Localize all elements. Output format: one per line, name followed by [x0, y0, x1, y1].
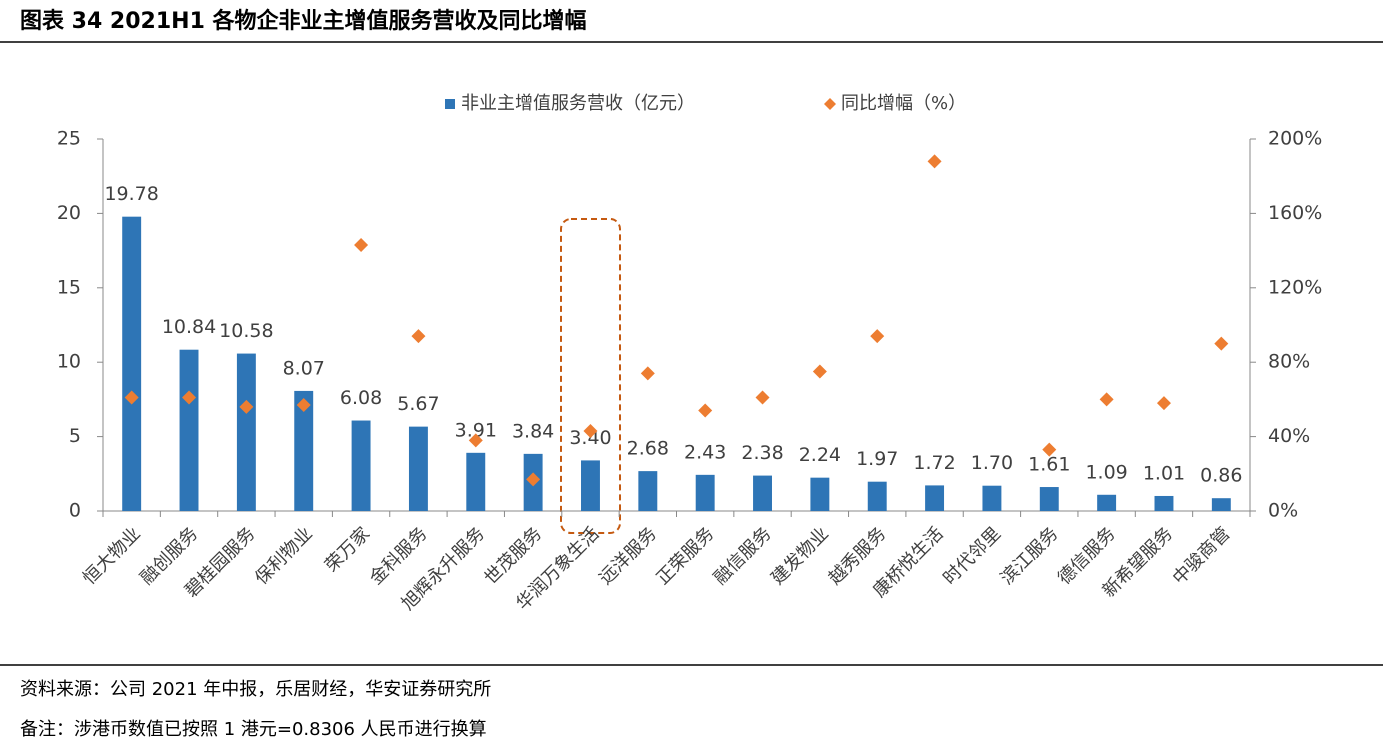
y2-tick-label: 80% — [1268, 351, 1310, 373]
value-label: 1.97 — [856, 448, 898, 470]
bar — [753, 475, 772, 511]
bar — [982, 485, 1002, 511]
marker — [698, 403, 713, 418]
legend-marker — [445, 99, 455, 109]
marker — [583, 424, 598, 439]
x-tick-label: 远洋服务 — [595, 523, 661, 589]
marker — [870, 329, 885, 344]
legend-marker — [824, 98, 836, 110]
y-tick-label: 20 — [57, 202, 81, 224]
y2-tick-label: 0% — [1268, 500, 1298, 522]
bar — [1211, 498, 1231, 511]
bar — [638, 471, 658, 511]
marker — [1099, 392, 1114, 407]
value-label: 10.58 — [219, 320, 273, 342]
value-label: 0.86 — [1200, 465, 1242, 487]
value-label: 1.09 — [1085, 461, 1127, 483]
marker — [755, 390, 770, 405]
y2-tick-label: 160% — [1268, 202, 1322, 224]
value-label: 2.24 — [799, 444, 841, 466]
marker — [124, 390, 139, 405]
bar — [1154, 495, 1174, 511]
bar — [1039, 487, 1059, 511]
y-tick-label: 15 — [57, 276, 81, 298]
y-tick-label: 10 — [57, 351, 81, 373]
legend-label: 同比增幅（%） — [841, 93, 966, 114]
marker — [411, 329, 426, 344]
x-tick-label: 中骏商管 — [1169, 523, 1235, 589]
x-tick-label: 荣万家 — [321, 523, 374, 576]
x-tick-label: 建发物业 — [767, 523, 833, 589]
value-label: 10.84 — [162, 316, 216, 338]
x-tick-label: 时代邻里 — [939, 523, 1005, 589]
x-tick-label: 滨江服务 — [997, 523, 1063, 589]
value-label: 8.07 — [283, 357, 325, 379]
x-tick-label: 正荣服务 — [652, 523, 718, 589]
page-title: 图表 34 2021H1 各物企非业主增值服务营收及同比增幅 — [20, 8, 587, 34]
value-label: 3.91 — [455, 419, 497, 441]
bar — [810, 477, 830, 511]
value-label: 1.70 — [971, 452, 1013, 474]
value-label: 1.61 — [1028, 454, 1070, 476]
bar — [351, 420, 371, 511]
value-label: 5.67 — [397, 393, 439, 415]
marker — [1042, 442, 1057, 457]
value-label: 1.72 — [913, 452, 955, 474]
bar — [294, 390, 314, 511]
bar — [408, 426, 428, 511]
value-label: 1.01 — [1143, 462, 1185, 484]
bar — [1097, 494, 1117, 511]
marker — [296, 397, 311, 412]
y2-tick-label: 200% — [1268, 128, 1322, 150]
y2-tick-label: 40% — [1268, 425, 1310, 447]
bar — [867, 481, 887, 511]
marker — [468, 433, 483, 448]
bar — [925, 485, 945, 511]
value-label: 2.38 — [741, 442, 783, 464]
x-tick-label: 保利物业 — [251, 523, 317, 589]
marker — [526, 472, 541, 487]
source-note: 资料来源：公司 2021 年中报，乐居财经，华安证券研究所 — [20, 679, 491, 700]
y-tick-label: 0 — [69, 500, 81, 522]
marker — [927, 154, 942, 169]
highlight-box — [560, 218, 621, 534]
value-label: 2.68 — [627, 438, 669, 460]
value-label: 3.84 — [512, 420, 554, 442]
value-label: 2.43 — [684, 441, 726, 463]
bar — [122, 216, 142, 512]
marker — [1156, 396, 1171, 411]
bar — [466, 452, 486, 511]
bar — [236, 353, 256, 511]
x-tick-label: 恒大物业 — [79, 523, 145, 589]
marker — [354, 238, 369, 253]
value-label: 19.78 — [104, 183, 158, 205]
bar — [695, 474, 715, 511]
x-tick-label: 融信服务 — [710, 523, 776, 589]
marker — [182, 390, 197, 405]
marker — [640, 366, 655, 381]
legend-label: 非业主增值服务营收（亿元） — [461, 93, 695, 114]
value-label: 6.08 — [340, 387, 382, 409]
marker — [239, 399, 254, 414]
bar — [581, 460, 600, 511]
y-tick-label: 5 — [69, 425, 81, 447]
y2-tick-label: 120% — [1268, 276, 1322, 298]
bar — [179, 349, 199, 511]
marker — [1214, 336, 1229, 351]
y-tick-label: 25 — [57, 128, 81, 150]
marker — [812, 364, 827, 379]
remark-note: 备注：涉港币数值已按照 1 港元=0.8306 人民币进行换算 — [20, 719, 487, 740]
